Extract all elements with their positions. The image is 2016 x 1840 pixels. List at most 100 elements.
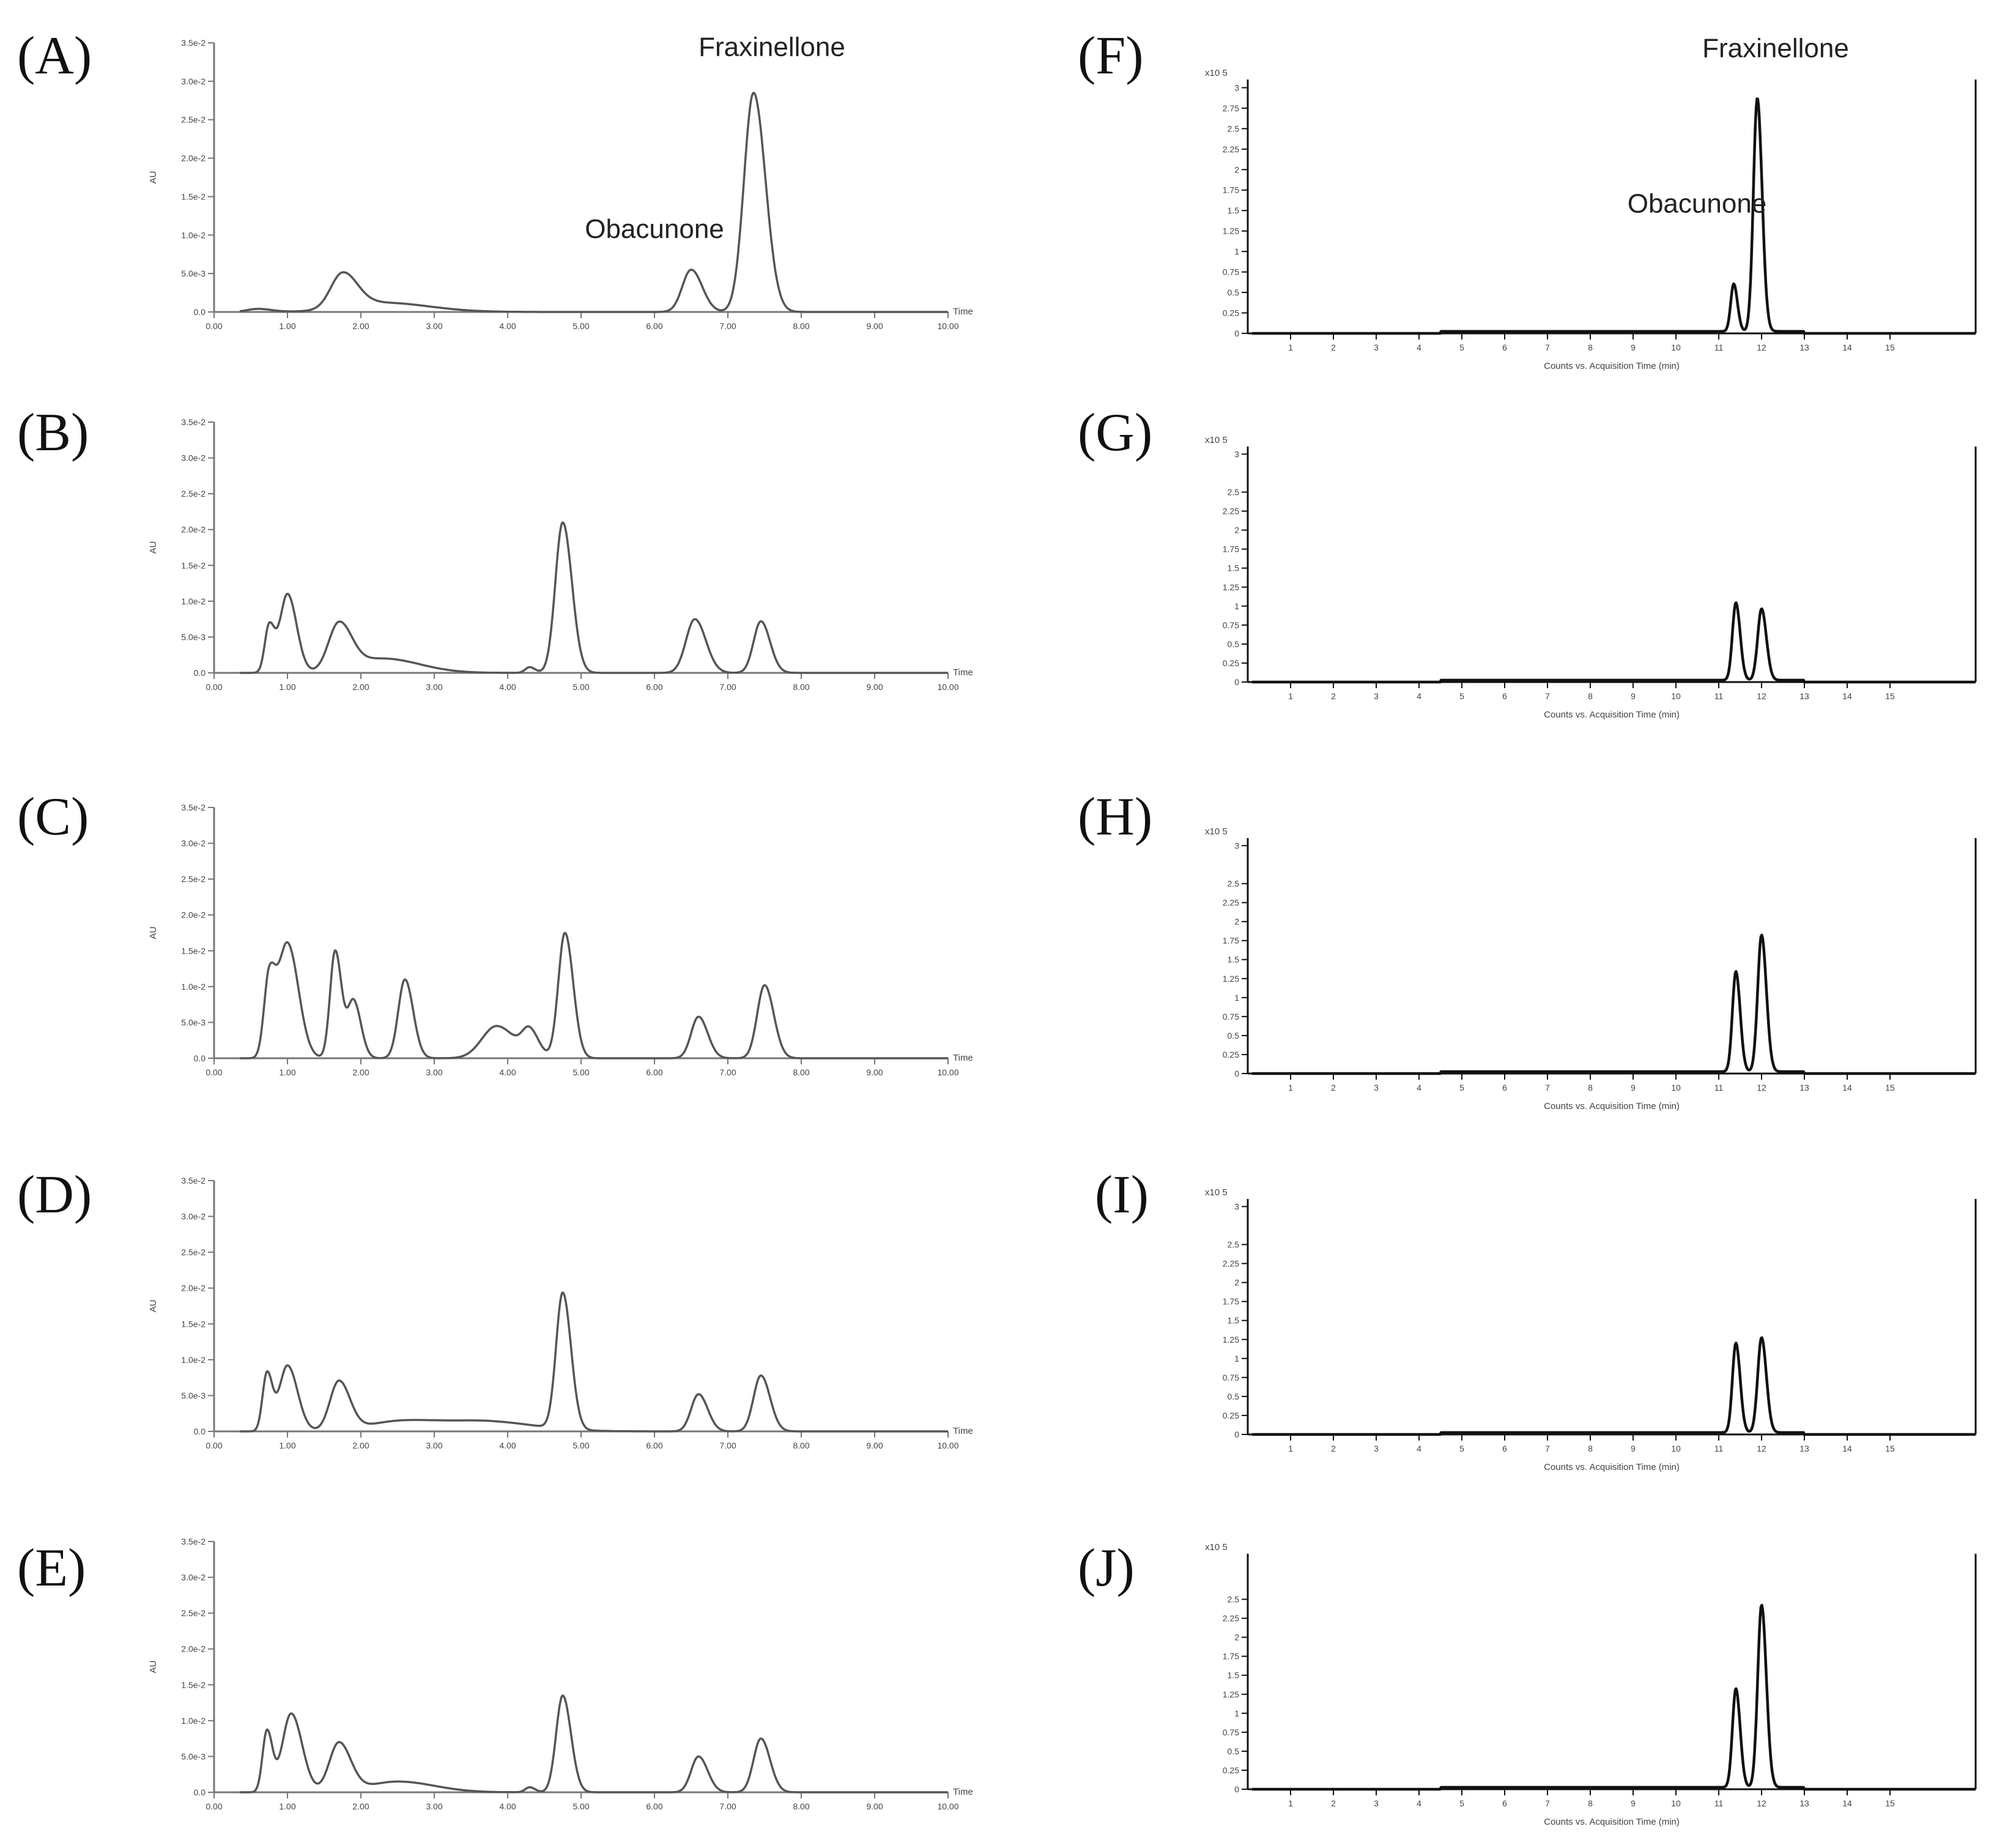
x-tick-label: 14 (1842, 1798, 1852, 1808)
x-tick-label: 7 (1545, 1083, 1550, 1092)
x-tick-label: 1 (1288, 691, 1293, 701)
y-tick-label: 1.75 (1223, 185, 1239, 195)
x-tick-label: 2.00 (352, 1441, 369, 1450)
chromatogram-trace (1251, 933, 1976, 1075)
chromatogram-c: 0.0 5.0e-3 1.0e-2 1.5e-2 2.0e-2 2.5e-2 3.0e-2 3… (148, 803, 973, 1077)
x-tick-label: 7.00 (719, 1441, 736, 1450)
x-axis-label: Counts vs. Acquisition Time (min) (1544, 710, 1680, 720)
y-tick-label: 2.0e-2 (181, 525, 206, 535)
y-tick-label: 2 (1234, 917, 1239, 927)
peak-annotation-fraxinellone: Fraxinellone (1702, 33, 1849, 63)
panel-label-b: (B) (17, 403, 89, 462)
x-tick-label: 6 (1502, 1444, 1507, 1453)
x-tick-label: 1.00 (279, 1441, 295, 1450)
chromatogram-trace (239, 1694, 949, 1794)
x-tick-label: 1 (1288, 1444, 1293, 1453)
x-axis-label: Counts vs. Acquisition Time (min) (1544, 1462, 1680, 1472)
y-tick-label: 1 (1234, 1708, 1239, 1718)
x-tick-label: 9.00 (866, 1441, 883, 1450)
y-axis-label: AU (148, 927, 158, 940)
y-tick-label: 1.5e-2 (181, 1680, 206, 1690)
y-tick-label: 5.0e-3 (181, 632, 206, 642)
panel-label-j: (J) (1078, 1538, 1135, 1598)
y-tick-label: 1.5e-2 (181, 946, 206, 955)
x-tick-label: 1.00 (279, 682, 295, 692)
x-tick-label: 4 (1417, 691, 1421, 701)
y-tick-label: 3.0e-2 (181, 76, 206, 86)
y-tick-label: 0.75 (1223, 620, 1239, 630)
x-tick-label: 2.00 (352, 1801, 369, 1811)
peak-annotation-obacunone: Obacunone (1628, 188, 1767, 218)
x-tick-label: 3 (1374, 1798, 1379, 1808)
peak-annotation-fraxinellone: Fraxinellone (699, 32, 845, 62)
x-tick-label: 5.00 (573, 1067, 589, 1077)
x-tick-label: 10.00 (937, 1067, 958, 1077)
y-tick-label: 5.0e-3 (181, 1390, 206, 1400)
x-tick-label: 3 (1374, 343, 1379, 352)
x-tick-label: 8 (1588, 691, 1593, 701)
x-tick-label: 14 (1842, 343, 1852, 352)
chromatogram-d: 0.0 5.0e-3 1.0e-2 1.5e-2 2.0e-2 2.5e-2 3.0e-2 3… (148, 1176, 973, 1450)
y-tick-label: 3.5e-2 (181, 1537, 206, 1546)
y-tick-label: 1.0e-2 (181, 982, 206, 992)
panel-label-c: (C) (17, 787, 89, 847)
y-tick-label: 1.25 (1223, 974, 1239, 984)
x-tick-label: 11 (1714, 1444, 1724, 1453)
x-tick-label: 10 (1671, 1798, 1681, 1808)
x-tick-label: 10.00 (937, 1801, 958, 1811)
x-tick-label: 1 (1288, 1083, 1293, 1092)
x-tick-label: 6 (1502, 1083, 1507, 1092)
y-tick-label: 2.0e-2 (181, 154, 206, 163)
x-axis-label: Time (953, 306, 973, 317)
x-tick-label: 6.00 (646, 321, 662, 331)
x-tick-label: 6.00 (646, 1441, 662, 1450)
y-tick-label: 2.5 (1228, 1595, 1240, 1604)
x-tick-label: 1.00 (279, 321, 295, 331)
y-tick-label: 2.0e-2 (181, 1283, 206, 1293)
x-tick-label: 12 (1757, 1083, 1766, 1092)
x-tick-label: 10.00 (937, 1441, 958, 1450)
y-tick-label: 2.5e-2 (181, 489, 206, 499)
x-tick-label: 6.00 (646, 1801, 662, 1811)
panel-label-d: (D) (17, 1165, 92, 1225)
y-tick-label: 1.5 (1228, 955, 1240, 965)
y-tick-label: 0.5 (1228, 1746, 1240, 1756)
panel-label-f: (F) (1078, 26, 1144, 86)
y-tick-label: 0.0 (194, 307, 206, 317)
panel-label-h: (H) (1078, 787, 1153, 847)
y-tick-label: 2.5e-2 (181, 1608, 206, 1618)
x-tick-label: 8.00 (793, 682, 809, 692)
y-tick-label: 1.5 (1228, 563, 1240, 573)
y-tick-label: 5.0e-3 (181, 269, 206, 278)
x-tick-label: 4.00 (499, 1441, 516, 1450)
y-tick-label: 0 (1234, 1069, 1239, 1078)
x-tick-label: 13 (1799, 1444, 1809, 1453)
panel-label-g: (G) (1078, 403, 1153, 462)
y-tick-label: 2.75 (1223, 103, 1239, 113)
y-tick-label: 3 (1234, 449, 1239, 459)
x-tick-label: 2 (1331, 1444, 1336, 1453)
x-tick-label: 12 (1757, 1444, 1766, 1453)
y-tick-label: 2.5 (1228, 488, 1240, 497)
y-tick-label: 1.5 (1228, 1316, 1240, 1326)
y-tick-label: 2.5 (1228, 124, 1240, 133)
y-tick-label: 3 (1234, 1201, 1239, 1211)
x-tick-label: 7.00 (719, 682, 736, 692)
chromatogram-b: 0.0 5.0e-3 1.0e-2 1.5e-2 2.0e-2 2.5e-2 3.0e-2 3… (148, 417, 973, 692)
x-tick-label: 12 (1757, 1798, 1766, 1808)
x-tick-label: 11 (1714, 343, 1724, 352)
x-tick-label: 6 (1502, 691, 1507, 701)
x-tick-label: 6 (1502, 343, 1507, 352)
y-scale-label: x10 5 (1205, 435, 1228, 445)
x-tick-label: 9 (1631, 1444, 1636, 1453)
y-tick-label: 3.0e-2 (181, 1212, 206, 1222)
x-tick-label: 9 (1631, 691, 1636, 701)
x-tick-label: 8 (1588, 343, 1593, 352)
x-tick-label: 4 (1417, 1798, 1421, 1808)
y-tick-label: 1.25 (1223, 1690, 1239, 1699)
x-tick-label: 3 (1374, 1444, 1379, 1453)
x-tick-label: 11 (1714, 1798, 1724, 1808)
x-tick-label: 9.00 (866, 682, 883, 692)
x-tick-label: 8.00 (793, 1801, 809, 1811)
